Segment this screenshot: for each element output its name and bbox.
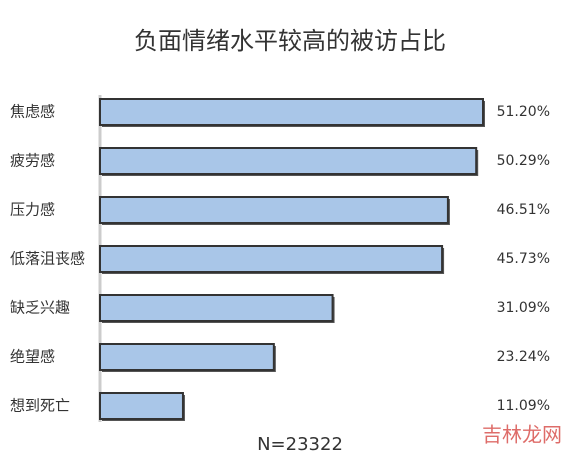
value-label: 51.20%	[497, 104, 550, 120]
category-label: 疲劳感	[10, 152, 55, 170]
category-label: 想到死亡	[10, 397, 70, 415]
bar	[99, 245, 444, 273]
bar	[99, 147, 478, 175]
value-label: 45.73%	[497, 251, 550, 267]
category-label: 缺乏兴趣	[10, 299, 70, 317]
sample-size: N=23322	[257, 434, 343, 455]
chart-title: 负面情绪水平较高的被访占比	[134, 27, 446, 55]
bar	[99, 392, 184, 420]
category-label: 焦虑感	[10, 103, 55, 121]
value-label: 23.24%	[497, 349, 550, 365]
watermark: 吉林龙网	[482, 423, 562, 447]
category-label: 低落沮丧感	[10, 250, 85, 268]
bar	[99, 98, 484, 126]
value-label: 31.09%	[497, 300, 550, 316]
bar	[99, 343, 275, 371]
value-label: 11.09%	[497, 398, 550, 414]
value-label: 50.29%	[497, 153, 550, 169]
category-label: 绝望感	[10, 348, 55, 366]
category-label: 压力感	[10, 201, 55, 219]
value-label: 46.51%	[497, 202, 550, 218]
bar	[99, 196, 449, 224]
bar	[99, 294, 334, 322]
